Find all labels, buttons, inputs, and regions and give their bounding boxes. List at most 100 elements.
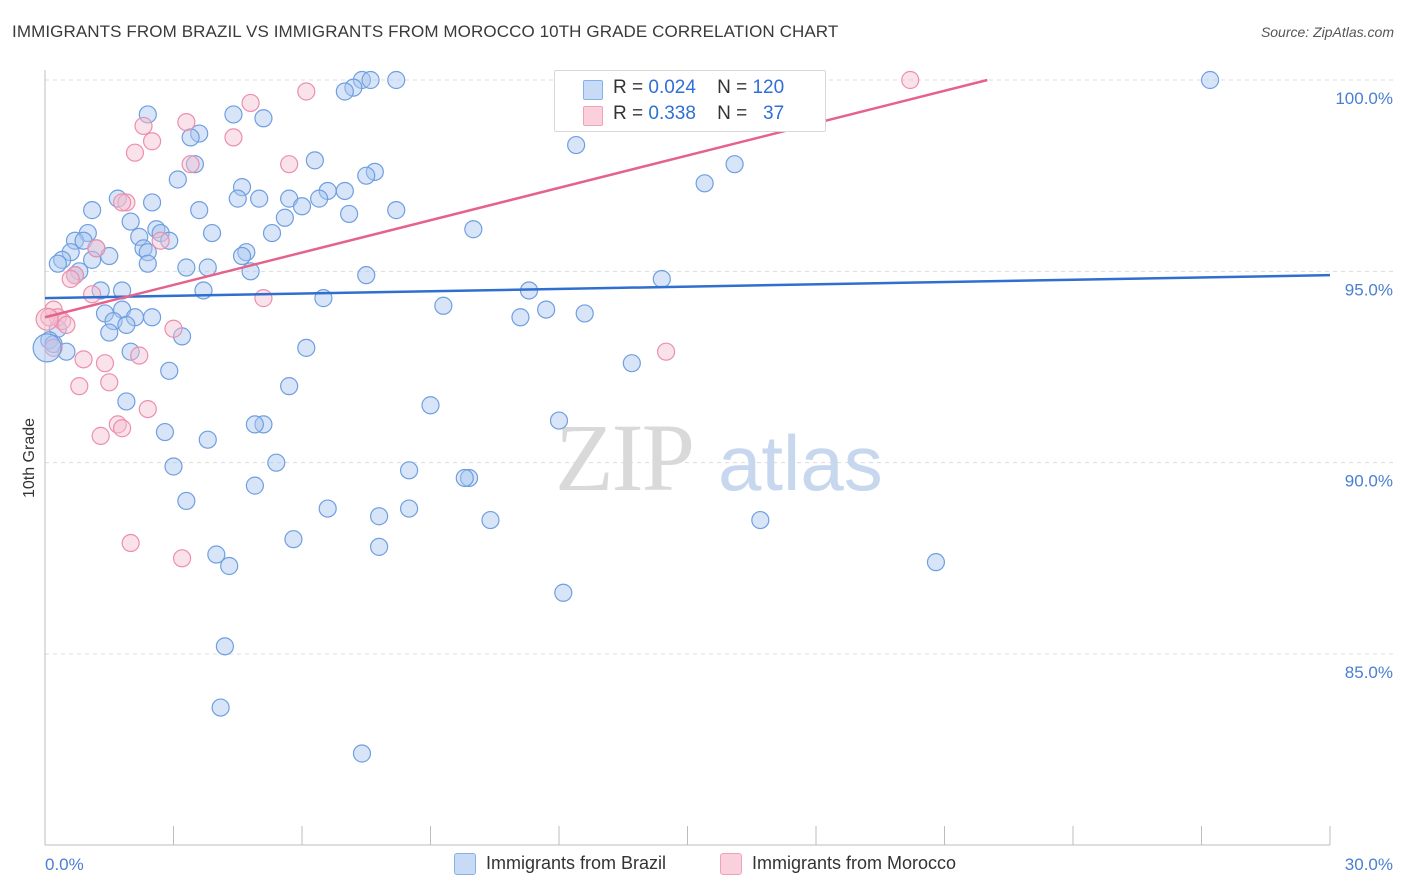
point-brazil	[335, 82, 354, 101]
legend-r-label: R =	[613, 77, 644, 98]
point-brazil	[344, 78, 363, 97]
point-brazil	[155, 422, 175, 442]
y-tick-label: 95.0%	[1345, 280, 1393, 299]
point-morocco	[151, 231, 170, 250]
point-morocco	[901, 70, 920, 90]
trend-line-morocco	[44, 78, 988, 319]
watermark-zip: ZIP	[555, 404, 693, 511]
point-brazil	[160, 361, 179, 380]
point-brazil	[207, 545, 226, 564]
point-brazil	[138, 254, 157, 273]
point-morocco	[297, 82, 316, 101]
point-brazil	[121, 212, 140, 231]
point-morocco	[91, 426, 110, 445]
point-morocco	[57, 315, 76, 335]
point-brazil	[370, 507, 389, 526]
point-brazil	[83, 201, 102, 220]
point-brazil	[130, 227, 149, 246]
point-brazil	[117, 315, 136, 335]
point-brazil	[202, 223, 222, 243]
point-brazil	[275, 208, 294, 227]
point-brazil	[357, 266, 376, 285]
point-morocco	[224, 128, 243, 147]
point-brazil	[254, 109, 273, 128]
y-axis-label: 10th Grade	[21, 418, 38, 498]
legend-n-label: N =	[717, 77, 748, 98]
point-brazil	[554, 583, 573, 602]
point-brazil	[83, 250, 102, 269]
point-morocco	[181, 155, 200, 174]
point-morocco	[125, 143, 145, 162]
point-brazil	[245, 415, 264, 434]
point-morocco	[130, 346, 149, 365]
legend-swatch-brazil	[454, 853, 476, 875]
point-brazil	[459, 468, 479, 488]
point-morocco	[61, 269, 80, 289]
x-tick-label-left: 0.0%	[45, 855, 84, 874]
legend-r-value: 0.338	[648, 103, 696, 124]
point-brazil	[387, 70, 406, 90]
legend-n-label: N =	[717, 103, 748, 124]
trend-line-brazil	[44, 273, 1331, 300]
point-brazil	[352, 744, 372, 763]
point-brazil	[292, 197, 312, 216]
point-brazil	[434, 296, 453, 315]
point-brazil	[164, 457, 183, 476]
y-tick-label: 85.0%	[1345, 663, 1393, 682]
legend-swatch-morocco	[720, 853, 742, 875]
point-brazil	[567, 135, 586, 155]
watermark-atlas: atlas	[718, 419, 883, 507]
point-morocco	[142, 132, 162, 151]
point-morocco	[134, 116, 153, 136]
point-brazil	[168, 170, 187, 189]
point-brazil	[365, 162, 384, 181]
point-brazil	[267, 453, 286, 472]
point-brazil	[537, 300, 556, 319]
point-brazil	[117, 392, 136, 411]
source-label: Source: ZipAtlas.com	[1260, 24, 1394, 40]
point-brazil	[695, 174, 714, 193]
point-brazil	[48, 254, 67, 273]
point-brazil	[138, 105, 157, 124]
point-brazil	[387, 201, 406, 220]
legend-n-value: 120	[752, 77, 785, 98]
point-morocco	[177, 112, 196, 132]
point-morocco	[74, 350, 93, 369]
legend-swatch-morocco	[583, 106, 603, 126]
point-brazil	[652, 269, 671, 289]
point-brazil	[91, 281, 110, 300]
point-brazil	[926, 553, 946, 572]
point-morocco	[280, 155, 299, 174]
point-brazil	[232, 246, 252, 266]
point-morocco	[83, 285, 102, 304]
legend-label-morocco: Immigrants from Morocco	[752, 853, 957, 873]
point-brazil	[421, 396, 440, 415]
point-morocco	[164, 319, 183, 338]
point-brazil	[245, 476, 264, 495]
point-morocco	[138, 399, 157, 419]
point-brazil	[142, 193, 162, 212]
point-brazil	[464, 220, 483, 239]
point-brazil	[211, 698, 230, 717]
point-morocco	[87, 239, 106, 258]
point-brazil	[220, 556, 239, 576]
point-morocco	[100, 373, 119, 392]
point-brazil	[177, 491, 196, 511]
point-morocco	[35, 307, 59, 331]
point-brazil	[32, 333, 62, 363]
point-brazil	[549, 411, 569, 430]
legend-swatch-brazil	[583, 80, 603, 100]
point-brazil	[142, 308, 162, 327]
y-tick-label: 90.0%	[1345, 472, 1393, 491]
point-brazil	[370, 537, 389, 556]
point-morocco	[241, 93, 260, 113]
legend-n-value: 37	[763, 103, 785, 124]
point-brazil	[280, 377, 299, 396]
point-morocco	[121, 533, 140, 553]
point-morocco	[70, 377, 89, 396]
point-brazil	[250, 189, 269, 208]
trend-lines	[44, 78, 1331, 319]
stats-legend: R = 0.024 N = 120 R = 0.338 N = 37	[554, 70, 826, 132]
point-morocco	[117, 193, 136, 212]
point-brazil	[181, 128, 200, 147]
